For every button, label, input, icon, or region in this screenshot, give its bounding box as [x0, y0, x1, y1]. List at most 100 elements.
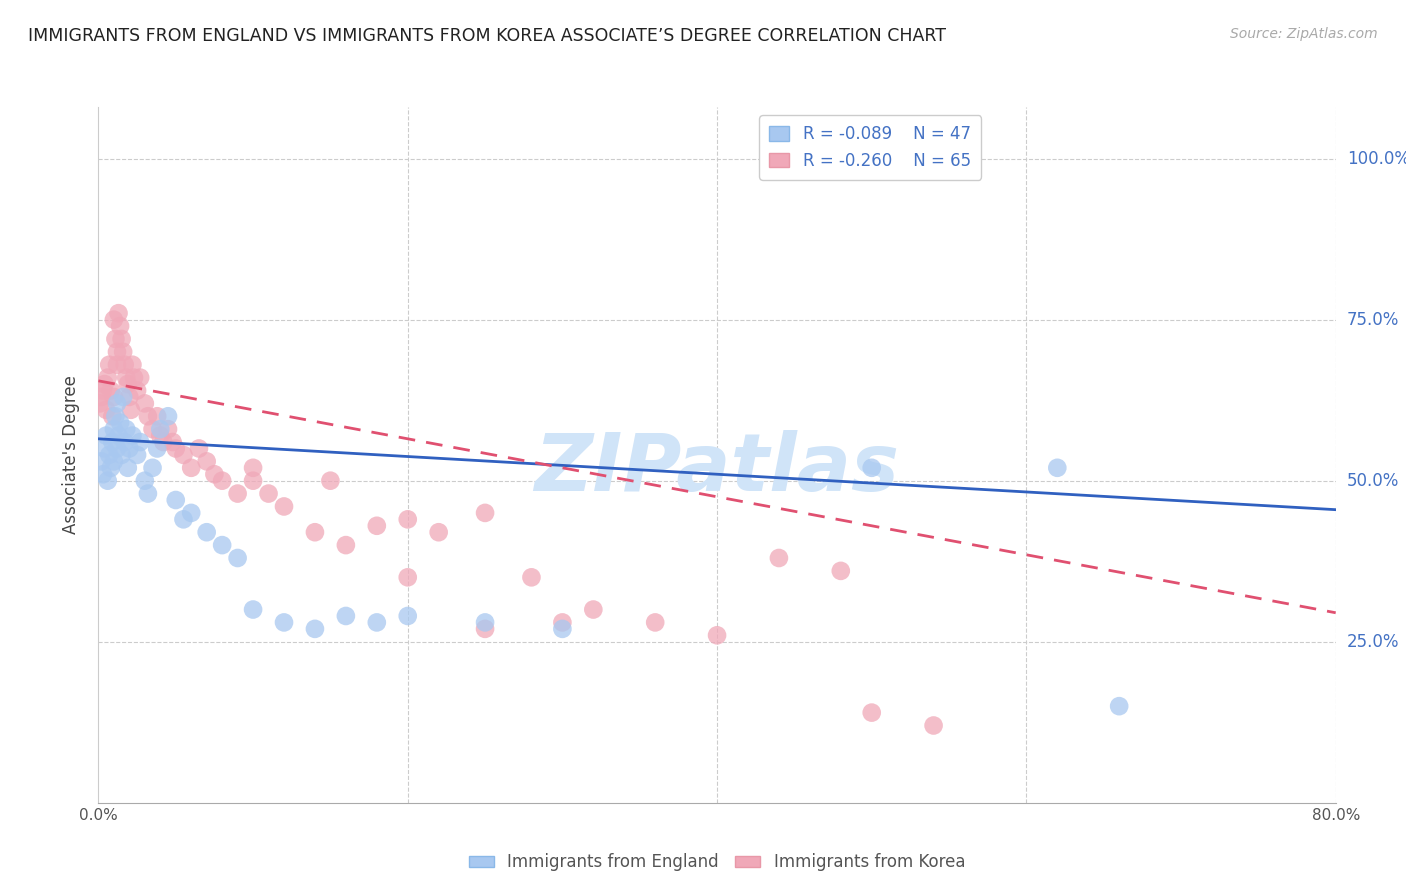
Point [335, 609, 357, 624]
Point [107, 306, 129, 320]
Point [98, 448, 121, 462]
Point [474, 622, 496, 636]
Point [127, 448, 149, 462]
Point [101, 409, 124, 424]
Legend: Immigrants from England, Immigrants from Korea: Immigrants from England, Immigrants from… [463, 847, 972, 878]
Point [172, 512, 194, 526]
Point [134, 396, 156, 410]
Point [93, 442, 115, 456]
Point [304, 622, 326, 636]
Point [136, 486, 159, 500]
Point [366, 518, 388, 533]
Point [103, 454, 125, 468]
Text: Source: ZipAtlas.com: Source: ZipAtlas.com [1230, 27, 1378, 41]
Text: 25.0%: 25.0% [1347, 632, 1399, 651]
Point [103, 422, 125, 436]
Point [204, 467, 226, 482]
Point [860, 460, 883, 475]
Point [922, 718, 945, 732]
Point [91, 384, 114, 398]
Point [157, 422, 180, 436]
Point [96, 428, 118, 442]
Point [304, 525, 326, 540]
Point [104, 332, 127, 346]
Point [319, 474, 342, 488]
Point [118, 442, 141, 456]
Point [89, 396, 111, 410]
Point [96, 402, 118, 417]
Point [111, 448, 132, 462]
Point [768, 551, 790, 566]
Point [195, 525, 218, 540]
Point [105, 344, 128, 359]
Point [520, 570, 543, 584]
Point [242, 474, 264, 488]
Point [105, 358, 128, 372]
Point [551, 622, 574, 636]
Point [830, 564, 852, 578]
Point [114, 435, 136, 450]
Point [117, 377, 139, 392]
Point [101, 435, 124, 450]
Point [165, 442, 187, 456]
Point [195, 454, 218, 468]
Point [121, 358, 143, 372]
Point [211, 474, 233, 488]
Point [226, 551, 249, 566]
Text: ZIPatlas: ZIPatlas [534, 430, 900, 508]
Point [105, 442, 128, 456]
Point [427, 525, 450, 540]
Point [98, 358, 121, 372]
Point [117, 460, 139, 475]
Point [1108, 699, 1130, 714]
Point [114, 358, 136, 372]
Point [141, 460, 165, 475]
Point [112, 344, 135, 359]
Point [93, 377, 115, 392]
Point [152, 435, 174, 450]
Point [582, 602, 605, 616]
Point [115, 370, 138, 384]
Text: 50.0%: 50.0% [1347, 472, 1399, 490]
Point [97, 370, 120, 384]
Text: 100.0%: 100.0% [1347, 150, 1406, 168]
Point [90, 390, 112, 404]
Point [180, 506, 202, 520]
Y-axis label: Associate's Degree: Associate's Degree [62, 376, 80, 534]
Point [474, 506, 496, 520]
Point [211, 538, 233, 552]
Point [118, 390, 141, 404]
Point [91, 467, 114, 482]
Point [146, 409, 169, 424]
Point [90, 454, 112, 468]
Point [188, 442, 211, 456]
Point [97, 474, 120, 488]
Point [107, 428, 129, 442]
Point [122, 370, 145, 384]
Point [112, 390, 135, 404]
Point [366, 615, 388, 630]
Point [100, 384, 122, 398]
Point [121, 428, 143, 442]
Point [141, 422, 165, 436]
Point [111, 332, 132, 346]
Point [165, 493, 187, 508]
Point [157, 409, 180, 424]
Point [162, 435, 184, 450]
Text: IMMIGRANTS FROM ENGLAND VS IMMIGRANTS FROM KOREA ASSOCIATE’S DEGREE CORRELATION : IMMIGRANTS FROM ENGLAND VS IMMIGRANTS FR… [28, 27, 946, 45]
Point [396, 512, 419, 526]
Point [127, 384, 149, 398]
Point [396, 570, 419, 584]
Point [115, 422, 138, 436]
Point [129, 435, 152, 450]
Point [1046, 460, 1069, 475]
Point [335, 538, 357, 552]
Point [105, 396, 128, 410]
Point [103, 312, 125, 326]
Point [242, 602, 264, 616]
Point [257, 486, 280, 500]
Point [644, 615, 666, 630]
Point [273, 615, 295, 630]
Point [396, 609, 419, 624]
Point [474, 615, 496, 630]
